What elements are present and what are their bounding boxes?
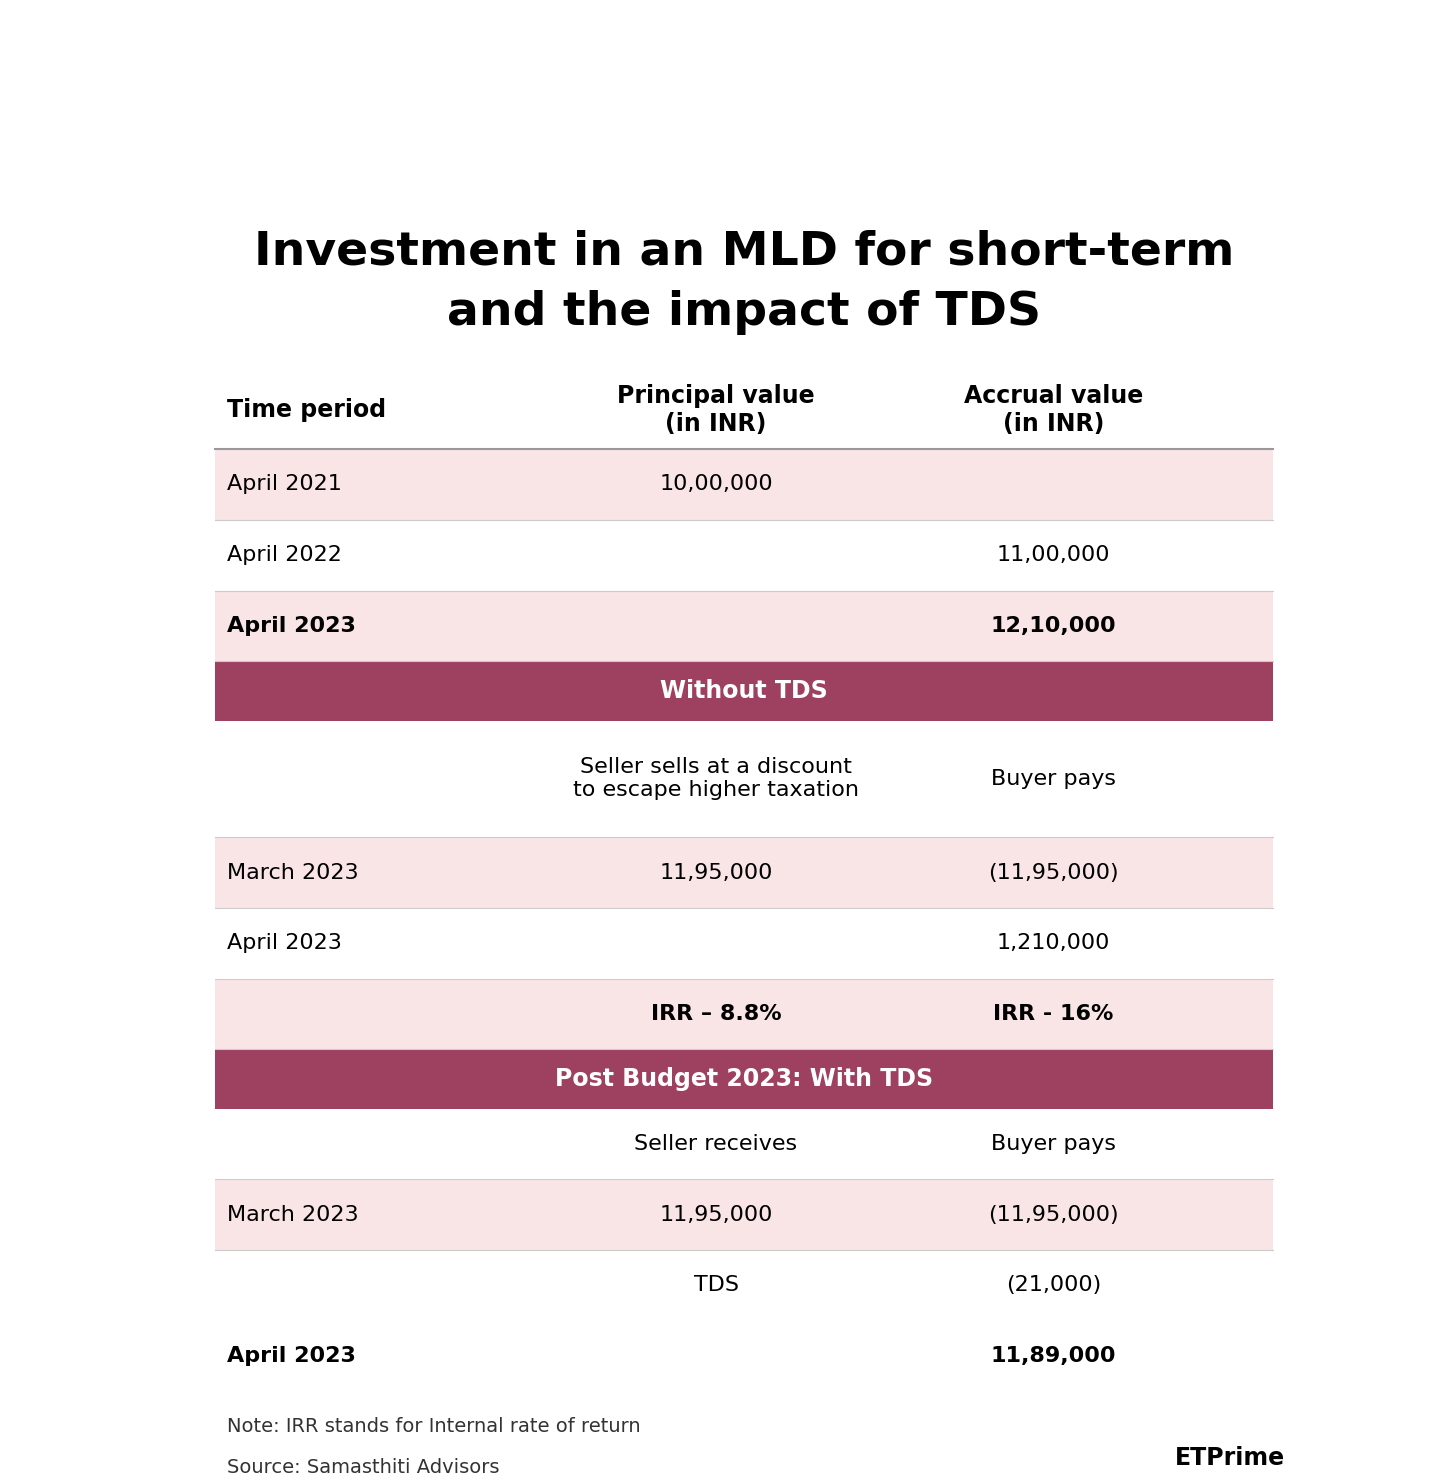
FancyBboxPatch shape <box>215 449 1273 520</box>
FancyBboxPatch shape <box>215 591 1273 661</box>
Text: 11,89,000: 11,89,000 <box>990 1346 1117 1365</box>
Text: 11,00,000: 11,00,000 <box>998 545 1111 566</box>
Text: (11,95,000): (11,95,000) <box>989 1204 1119 1225</box>
FancyBboxPatch shape <box>215 1050 1273 1109</box>
Text: 11,95,000: 11,95,000 <box>659 1204 772 1225</box>
FancyBboxPatch shape <box>1121 1440 1166 1475</box>
Text: April 2021: April 2021 <box>227 474 341 495</box>
Text: Post Budget 2023: With TDS: Post Budget 2023: With TDS <box>555 1066 934 1091</box>
Text: Principal value
(in INR): Principal value (in INR) <box>617 385 815 437</box>
Text: April 2023: April 2023 <box>227 616 356 635</box>
Text: 1,210,000: 1,210,000 <box>998 933 1111 954</box>
Text: Buyer pays: Buyer pays <box>992 1134 1117 1154</box>
Text: Time period: Time period <box>227 398 386 422</box>
FancyBboxPatch shape <box>215 908 1273 979</box>
FancyBboxPatch shape <box>215 520 1273 591</box>
Text: Buyer pays: Buyer pays <box>992 769 1117 789</box>
Text: April 2022: April 2022 <box>227 545 341 566</box>
Text: TDS: TDS <box>694 1275 739 1296</box>
Text: and the impact of TDS: and the impact of TDS <box>447 290 1041 335</box>
Text: IRR - 16%: IRR - 16% <box>993 1004 1114 1023</box>
Text: April 2023: April 2023 <box>227 1346 356 1365</box>
FancyBboxPatch shape <box>215 1321 1273 1392</box>
Text: 10,00,000: 10,00,000 <box>659 474 772 495</box>
Text: Accrual value
(in INR): Accrual value (in INR) <box>964 385 1143 437</box>
FancyBboxPatch shape <box>215 1109 1273 1179</box>
Text: Seller receives: Seller receives <box>635 1134 797 1154</box>
Text: IRR – 8.8%: IRR – 8.8% <box>650 1004 781 1023</box>
Text: Without TDS: Without TDS <box>661 678 828 703</box>
Text: April 2023: April 2023 <box>227 933 341 954</box>
Text: March 2023: March 2023 <box>227 862 359 883</box>
FancyBboxPatch shape <box>215 979 1273 1050</box>
FancyBboxPatch shape <box>215 1250 1273 1321</box>
Text: (11,95,000): (11,95,000) <box>989 862 1119 883</box>
Text: March 2023: March 2023 <box>227 1204 359 1225</box>
FancyBboxPatch shape <box>215 721 1273 837</box>
Text: 12,10,000: 12,10,000 <box>990 616 1117 635</box>
FancyBboxPatch shape <box>215 661 1273 721</box>
Text: (21,000): (21,000) <box>1006 1275 1101 1296</box>
FancyBboxPatch shape <box>215 837 1273 908</box>
Text: Note: IRR stands for Internal rate of return: Note: IRR stands for Internal rate of re… <box>227 1416 640 1435</box>
Text: Source: Samasthiti Advisors: Source: Samasthiti Advisors <box>227 1457 499 1477</box>
Polygon shape <box>1134 1445 1153 1469</box>
Text: 11,95,000: 11,95,000 <box>659 862 772 883</box>
Text: ETPrime: ETPrime <box>1175 1445 1285 1469</box>
Text: Investment in an MLD for short-term: Investment in an MLD for short-term <box>254 230 1234 274</box>
Text: Seller sells at a discount
to escape higher taxation: Seller sells at a discount to escape hig… <box>574 757 860 800</box>
FancyBboxPatch shape <box>215 1179 1273 1250</box>
